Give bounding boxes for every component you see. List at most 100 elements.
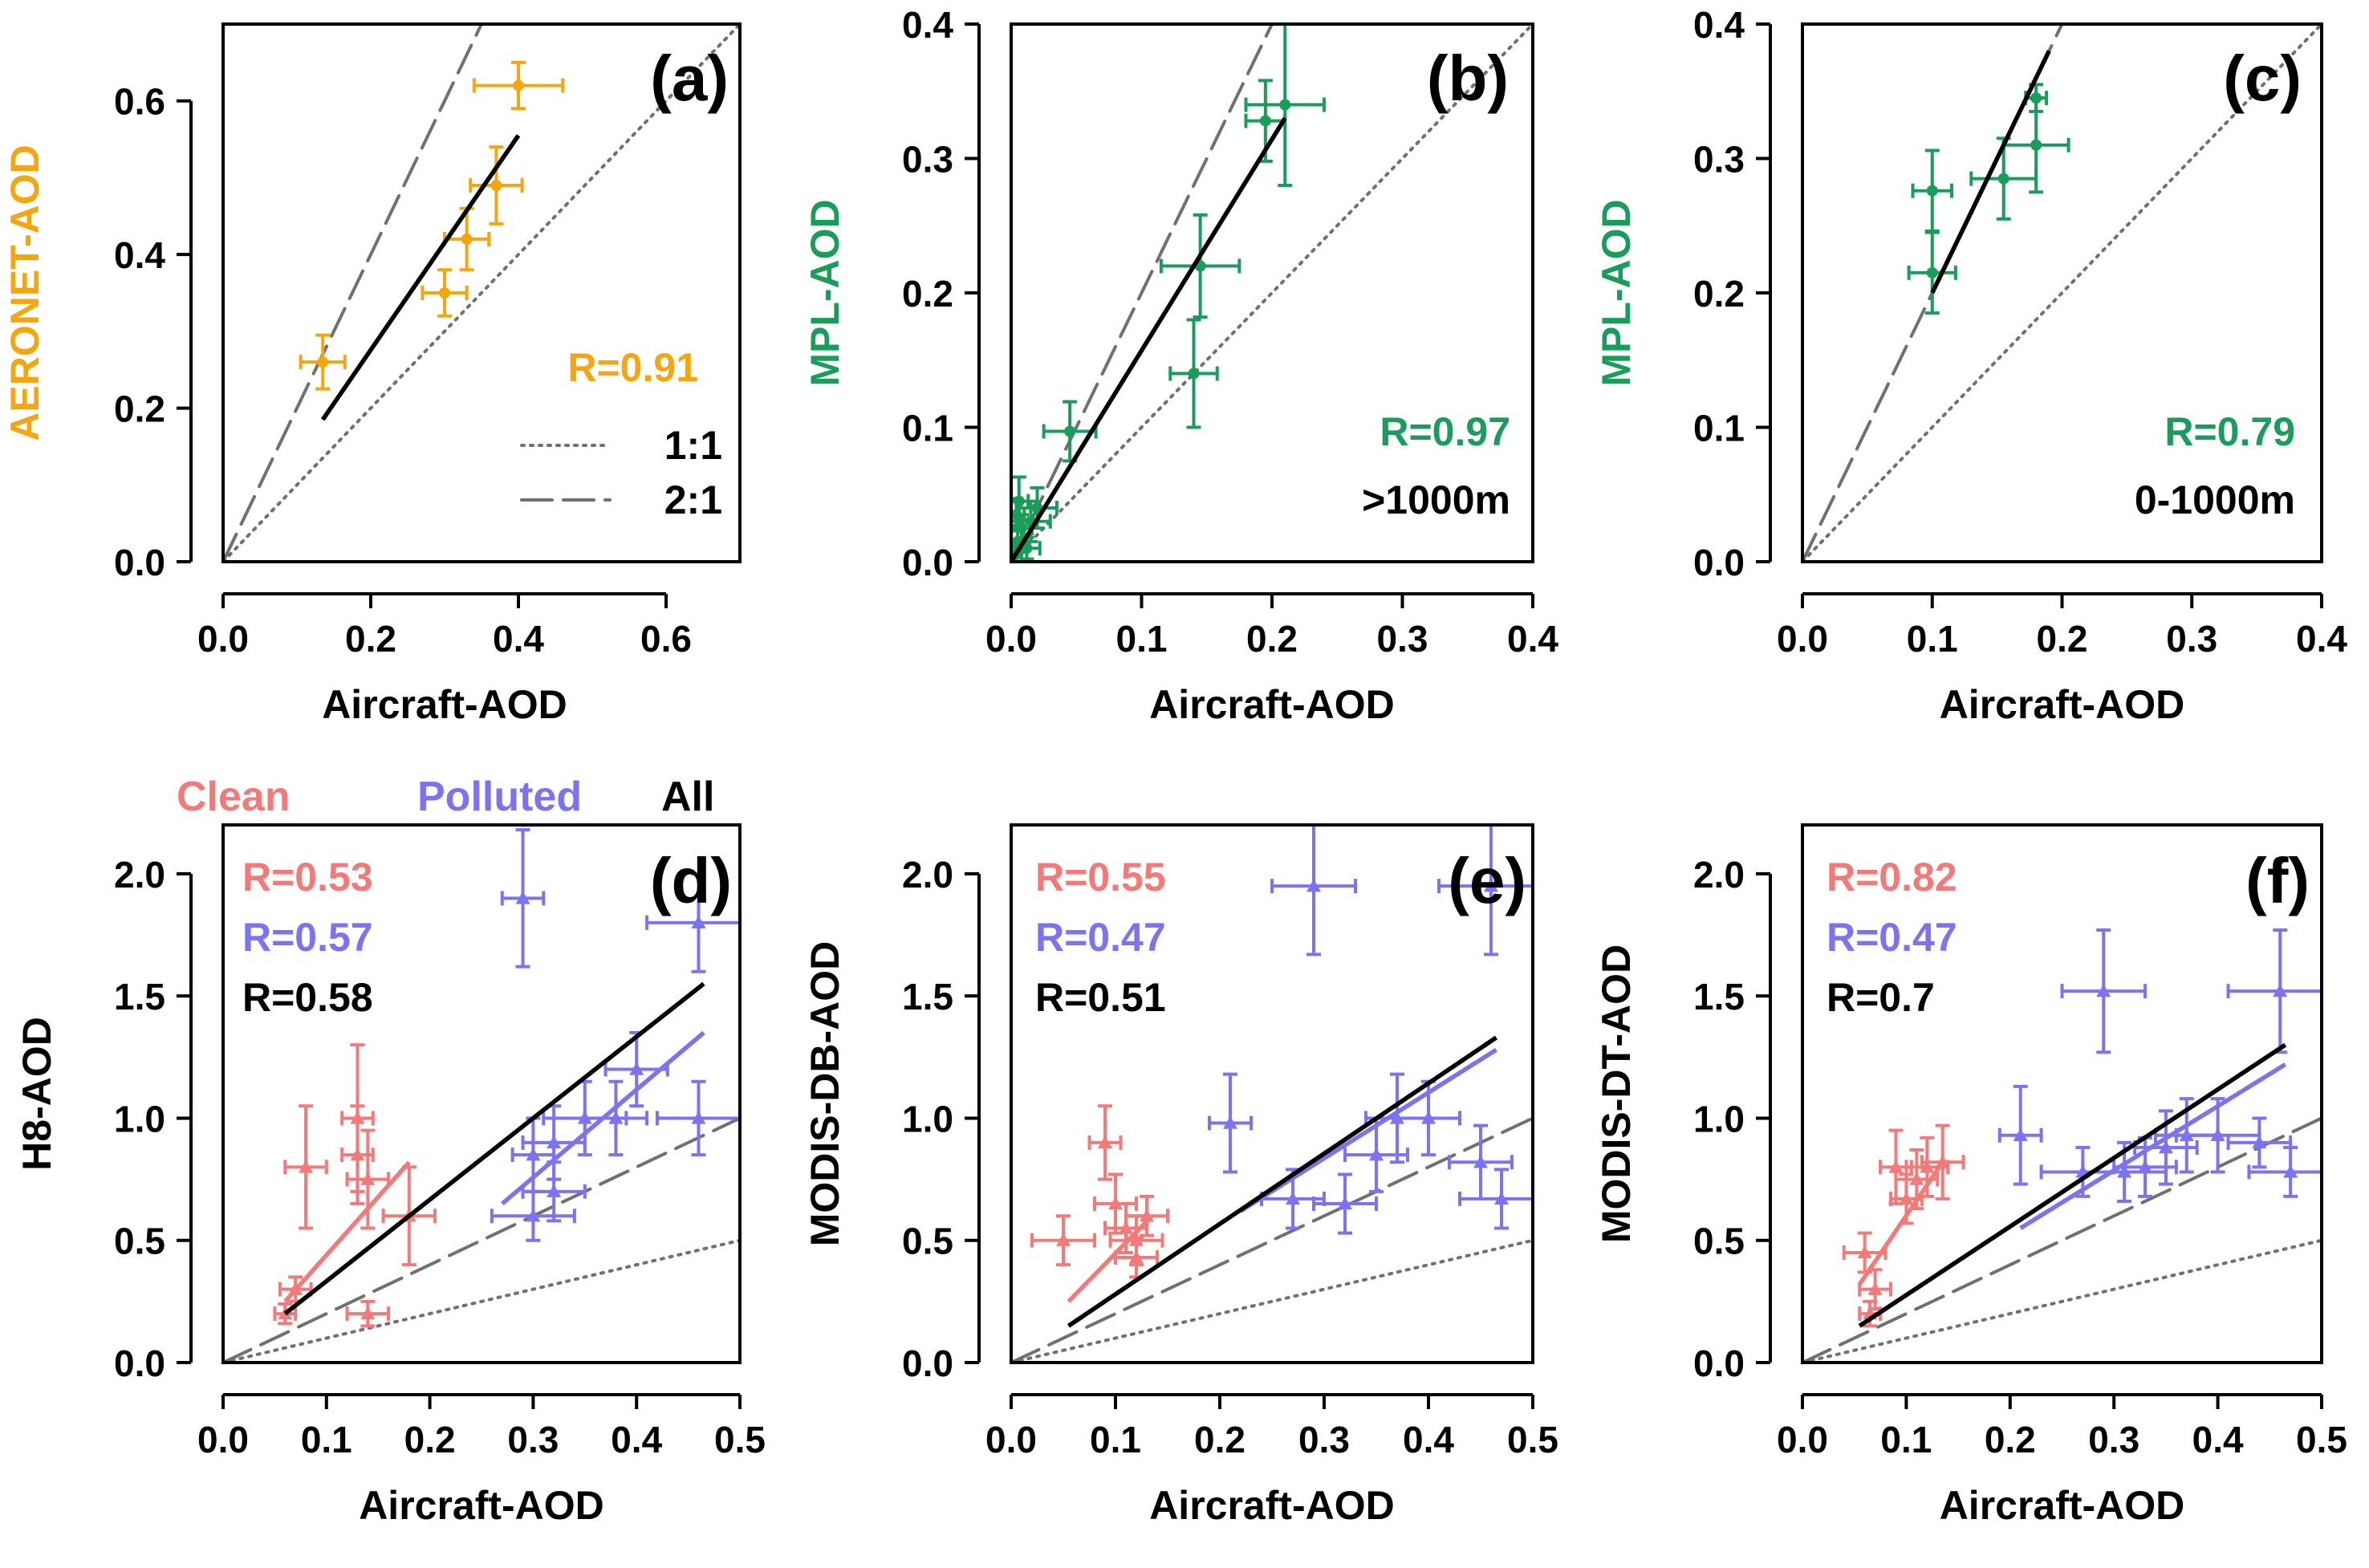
x-axis-label: Aircraft-AOD bbox=[1149, 1483, 1395, 1528]
triangle-marker bbox=[1306, 879, 1321, 892]
data-point bbox=[1312, 1172, 1378, 1235]
triangle-marker bbox=[629, 1062, 644, 1075]
x-axis-label: Aircraft-AOD bbox=[1940, 682, 2185, 727]
triangle-marker bbox=[1098, 1135, 1112, 1149]
annotation-text: R=0.7 bbox=[1827, 975, 1935, 1020]
data-point bbox=[2060, 928, 2148, 1054]
triangle-marker bbox=[515, 891, 530, 904]
circle-marker bbox=[1926, 266, 1938, 278]
reference-line-2-1 bbox=[1011, 24, 1274, 562]
circle-marker bbox=[1279, 99, 1291, 111]
panel-label: (e) bbox=[1448, 845, 1526, 916]
y-tick-label: 0.5 bbox=[1693, 1221, 1745, 1262]
circle-marker bbox=[1997, 173, 2009, 185]
data-point bbox=[1159, 213, 1241, 319]
series-clean bbox=[1030, 1104, 1169, 1279]
reference-line-1-1 bbox=[223, 1238, 740, 1363]
legend-label: 2:1 bbox=[664, 477, 722, 522]
x-tick-label: 0.3 bbox=[2166, 618, 2217, 660]
circle-marker bbox=[1021, 542, 1033, 554]
series-polluted bbox=[1208, 825, 1533, 1235]
y-tick-label: 0.5 bbox=[902, 1221, 953, 1262]
x-axis: 0.0 0.1 0.2 0.3 0.4 Aircraft-AOD bbox=[985, 592, 1558, 727]
data-point bbox=[2226, 1116, 2293, 1169]
triangle-marker bbox=[1056, 1233, 1071, 1246]
data-point bbox=[583, 1079, 649, 1157]
plot-frame bbox=[1801, 823, 2323, 1364]
series-polluted bbox=[490, 828, 740, 1242]
x-tick-label: 0.5 bbox=[2296, 1419, 2347, 1460]
y-tick-label: 2.0 bbox=[902, 854, 953, 896]
data-point bbox=[2226, 928, 2322, 1054]
plot-area bbox=[1011, 825, 1533, 1363]
panel-e: 0.0 0.1 0.2 0.3 0.4 0.5 Aircraft-AOD 0.0 0.5 1.0 1… bbox=[803, 823, 1558, 1528]
circle-marker bbox=[1188, 368, 1200, 380]
annotation-text: R=0.47 bbox=[1827, 915, 1957, 960]
circle-marker bbox=[1259, 115, 1271, 127]
triangle-marker bbox=[1223, 1115, 1237, 1129]
circle-marker bbox=[1013, 495, 1025, 507]
fit-line bbox=[320, 134, 521, 421]
triangle-marker bbox=[1119, 1221, 1133, 1234]
panel-label: (f) bbox=[2245, 845, 2310, 916]
legend-label: 1:1 bbox=[664, 423, 722, 468]
x-tick-label: 0.2 bbox=[1246, 618, 1298, 660]
x-tick-label: 0.3 bbox=[507, 1419, 559, 1460]
group-label-clean: Clean bbox=[177, 774, 291, 820]
y-axis: 0.0 0.5 1.0 1.5 2.0 MODIS-DT-AOD bbox=[1594, 854, 1772, 1384]
y-axis-label: MPL-AOD bbox=[803, 199, 847, 386]
x-tick-label: 0.2 bbox=[345, 618, 396, 660]
data-point bbox=[1011, 475, 1030, 527]
annotation-text: R=0.97 bbox=[1380, 409, 1510, 454]
triangle-marker bbox=[691, 1111, 706, 1124]
y-tick-label: 0.4 bbox=[902, 4, 953, 46]
triangle-marker bbox=[1286, 1191, 1300, 1205]
data-point bbox=[421, 268, 469, 318]
data-point bbox=[1997, 1084, 2043, 1186]
x-tick-label: 0.2 bbox=[2037, 618, 2088, 660]
y-tick-label: 0.1 bbox=[1693, 408, 1745, 449]
data-point bbox=[1270, 825, 1357, 957]
plot-area bbox=[1802, 928, 2322, 1363]
y-axis: 0.0 0.2 0.4 0.6 AERONET-AOD bbox=[2, 81, 193, 583]
x-tick-label: 0.6 bbox=[640, 618, 692, 660]
y-tick-label: 1.5 bbox=[902, 976, 953, 1018]
data-point bbox=[299, 333, 347, 391]
y-tick-label: 0.0 bbox=[1693, 542, 1745, 583]
triangle-marker bbox=[691, 915, 706, 929]
triangle-marker bbox=[360, 1306, 376, 1320]
x-tick-label: 0.0 bbox=[1777, 618, 1828, 660]
triangle-marker bbox=[360, 1172, 376, 1185]
x-tick-label: 0.5 bbox=[1507, 1419, 1558, 1460]
reference-line-1-1 bbox=[1011, 24, 1533, 562]
triangle-marker bbox=[2252, 1135, 2267, 1149]
data-point bbox=[443, 206, 491, 272]
reference-line-1-1 bbox=[1802, 1238, 2322, 1363]
y-tick-label: 1.0 bbox=[1693, 1098, 1745, 1139]
circle-marker bbox=[513, 79, 524, 91]
triangle-marker bbox=[350, 1148, 365, 1161]
triangle-marker bbox=[299, 1160, 314, 1173]
x-tick-label: 0.4 bbox=[1507, 618, 1558, 660]
panel-label: (a) bbox=[650, 43, 729, 114]
data-point bbox=[1087, 1104, 1123, 1181]
y-axis-label: AERONET-AOD bbox=[2, 144, 47, 441]
x-axis: 0.0 0.1 0.2 0.3 0.4 0.5 Aircraft-AOD bbox=[197, 1393, 766, 1528]
line-legend: 1:12:1 bbox=[520, 423, 722, 522]
series-mpl-1000m bbox=[1011, 24, 1326, 562]
reference-line-1-1 bbox=[1802, 24, 2322, 562]
x-tick-label: 0.2 bbox=[404, 1419, 456, 1460]
triangle-marker bbox=[1920, 1160, 1935, 1173]
x-axis-label: Aircraft-AOD bbox=[1940, 1483, 2185, 1528]
data-point bbox=[1030, 1214, 1096, 1267]
plot-area bbox=[223, 24, 740, 562]
data-point bbox=[1458, 1168, 1533, 1230]
group-label-polluted: Polluted bbox=[417, 774, 582, 820]
x-tick-label: 0.1 bbox=[1090, 1419, 1141, 1460]
triangle-marker bbox=[526, 1208, 541, 1222]
x-tick-label: 0.4 bbox=[2192, 1419, 2244, 1460]
series-mpl-0-1000m bbox=[1907, 83, 2070, 315]
triangle-marker bbox=[1108, 1196, 1123, 1210]
y-tick-label: 0.0 bbox=[902, 542, 953, 583]
y-axis: 0.0 0.5 1.0 1.5 2.0 MODIS-DB-AOD bbox=[803, 854, 981, 1384]
